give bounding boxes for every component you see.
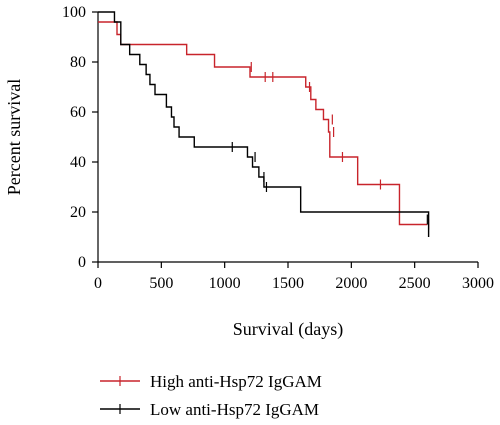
legend-entry-low: Low anti-Hsp72 IgGAM [100,400,319,419]
y-tick-label: 80 [70,54,86,71]
x-tick-label: 0 [94,275,102,292]
x-axis-title: Survival (days) [233,319,343,340]
legend-label-high: High anti-Hsp72 IgGAM [150,372,322,391]
y-axis-title: Percent survival [4,79,24,195]
x-tick-label: 1000 [209,275,241,292]
series-line-low [98,11,430,237]
x-tick-label: 3000 [462,275,494,292]
y-tick-label: 40 [70,154,86,171]
series-line-high [98,21,428,226]
y-tick-label: 60 [70,104,86,121]
x-tick-label: 2000 [335,275,367,292]
x-tick-label: 2500 [399,275,431,292]
x-tick-label: 500 [149,275,173,292]
x-tick-label: 1500 [272,275,304,292]
legend-label-low: Low anti-Hsp72 IgGAM [150,400,319,419]
y-tick-label: 20 [70,204,86,221]
y-tick-label: 0 [78,254,86,271]
legend: High anti-Hsp72 IgGAM Low anti-Hsp72 IgG… [100,372,322,419]
series-layer [98,11,430,237]
y-tick-label: 100 [62,4,86,21]
legend-entry-high: High anti-Hsp72 IgGAM [100,372,322,391]
